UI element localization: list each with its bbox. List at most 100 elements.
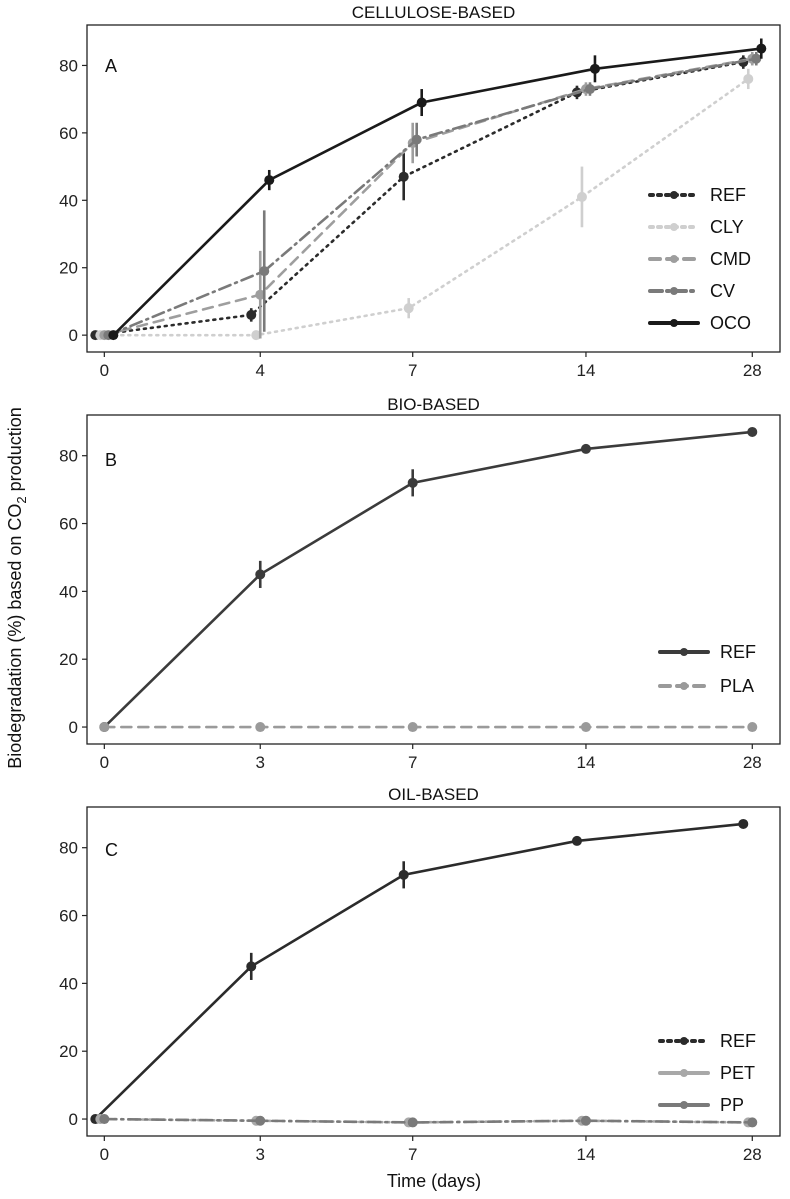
- panel-letter: A: [105, 56, 117, 76]
- data-point-pp: [407, 1117, 418, 1128]
- plot-frame: [86, 806, 781, 1137]
- legend-marker: [680, 1101, 688, 1109]
- legend-label: CMD: [710, 249, 751, 269]
- y-tick-label: 80: [59, 839, 78, 858]
- legend-marker: [680, 1037, 688, 1045]
- legend-label: PET: [720, 1063, 755, 1083]
- panel-title: BIO-BASED: [387, 395, 480, 414]
- data-point-pla: [255, 722, 266, 733]
- legend-marker: [670, 287, 678, 295]
- x-tick-label: 28: [743, 753, 762, 772]
- data-point-oco: [108, 330, 119, 341]
- data-point-pp: [99, 1114, 110, 1125]
- data-point-ref: [246, 961, 257, 972]
- y-tick-label: 40: [59, 582, 78, 601]
- data-point-ref: [747, 426, 758, 437]
- data-point-cv: [751, 53, 762, 64]
- series-line-ref: [94, 822, 745, 1121]
- x-tick-label: 7: [408, 1145, 417, 1164]
- data-point-cly: [576, 191, 587, 202]
- y-axis-label: Biodegradation (%) based on CO2 producti…: [5, 407, 29, 768]
- data-point-pp: [747, 1117, 758, 1128]
- legend-label: PP: [720, 1095, 744, 1115]
- data-point-pla: [747, 722, 758, 733]
- y-tick-label: 0: [69, 1110, 78, 1129]
- panel-title: OIL-BASED: [388, 785, 479, 804]
- legend-marker: [680, 1069, 688, 1077]
- legend-label: REF: [710, 185, 746, 205]
- x-tick-label: 14: [576, 361, 595, 380]
- legend-marker: [670, 255, 678, 263]
- data-point-pp: [255, 1115, 266, 1126]
- x-tick-label: 0: [100, 753, 109, 772]
- data-point-cly: [743, 73, 754, 84]
- y-tick-label: 0: [69, 326, 78, 345]
- y-tick-label: 80: [59, 447, 78, 466]
- data-point-ref: [407, 477, 418, 488]
- data-point-pla: [580, 722, 591, 733]
- legend-marker: [680, 648, 688, 656]
- data-point-cly: [251, 330, 262, 341]
- legend-label: PLA: [720, 676, 754, 696]
- x-tick-label: 7: [408, 361, 417, 380]
- legend-label: CLY: [710, 217, 744, 237]
- legend-label: OCO: [710, 313, 751, 333]
- series-line-ref: [103, 430, 754, 729]
- data-point-cly: [403, 303, 414, 314]
- data-point-cv: [411, 134, 422, 145]
- data-point-oco: [416, 97, 427, 108]
- x-tick-label: 14: [576, 1145, 595, 1164]
- y-tick-label: 40: [59, 974, 78, 993]
- legend-marker: [680, 682, 688, 690]
- data-point-cv: [259, 266, 270, 277]
- x-tick-label: 28: [743, 361, 762, 380]
- y-tick-label: 40: [59, 191, 78, 210]
- series-line-cly: [99, 77, 750, 337]
- panel-c: OIL-BASED C 0 20 40 60 80 0 3 7 14 28 REF PET PP: [59, 785, 781, 1164]
- x-tick-label: 0: [100, 1145, 109, 1164]
- data-point-cv: [584, 84, 595, 95]
- data-point-ref: [255, 569, 266, 580]
- y-tick-label: 20: [59, 650, 78, 669]
- data-point-pla: [99, 722, 110, 733]
- x-tick-label: 3: [256, 753, 265, 772]
- data-point-ref: [246, 309, 257, 320]
- x-tick-label: 28: [743, 1145, 762, 1164]
- y-tick-label: 20: [59, 1042, 78, 1061]
- panel-title: CELLULOSE-BASED: [352, 3, 515, 22]
- panel-b: BIO-BASED B 0 20 40 60 80 0 3 7 14 28 REF PLA: [59, 395, 781, 772]
- legend-marker: [670, 319, 678, 327]
- series-line-pp: [103, 1117, 754, 1124]
- data-point-pla: [407, 722, 418, 733]
- y-tick-label: 60: [59, 515, 78, 534]
- y-tick-label: 60: [59, 907, 78, 926]
- plot-frame: [86, 24, 781, 353]
- data-point-pp: [580, 1115, 591, 1126]
- x-tick-label: 3: [256, 1145, 265, 1164]
- panel-a: CELLULOSE-BASED A 0 20 40 60 80 0 4 7 14 28 REF CLY CM…: [59, 3, 781, 380]
- panel-letter: C: [105, 840, 118, 860]
- data-point-ref: [398, 869, 409, 880]
- legend-marker: [670, 223, 678, 231]
- legend-label: CV: [710, 281, 735, 301]
- data-point-oco: [264, 175, 275, 186]
- x-axis-label: Time (days): [387, 1171, 481, 1191]
- data-point-ref: [580, 443, 591, 454]
- data-point-ref: [398, 171, 409, 182]
- x-tick-label: 4: [256, 361, 265, 380]
- data-point-ref: [571, 835, 582, 846]
- data-point-oco: [756, 43, 767, 54]
- legend-label: REF: [720, 1031, 756, 1051]
- data-point-ref: [738, 818, 749, 829]
- data-point-cmd: [255, 289, 266, 300]
- plot-frame: [86, 414, 781, 745]
- series-line-oco: [112, 47, 763, 337]
- y-tick-label: 80: [59, 56, 78, 75]
- panel-letter: B: [105, 450, 117, 470]
- x-tick-label: 7: [408, 753, 417, 772]
- data-point-oco: [589, 63, 600, 74]
- y-tick-label: 0: [69, 718, 78, 737]
- x-tick-label: 14: [576, 753, 595, 772]
- y-tick-label: 20: [59, 259, 78, 278]
